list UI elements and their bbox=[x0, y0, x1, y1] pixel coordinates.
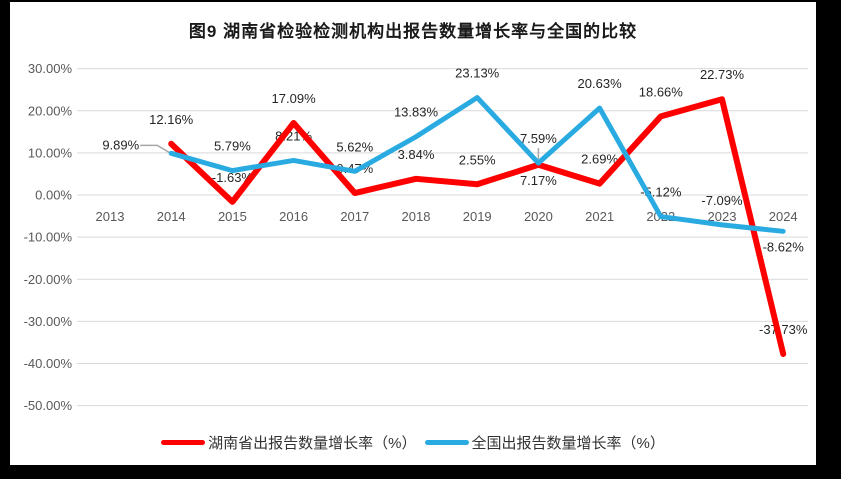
data-label: 7.59% bbox=[520, 131, 557, 146]
x-tick-label: 2020 bbox=[524, 209, 553, 224]
y-tick-label: -30.00% bbox=[24, 314, 73, 329]
legend-line-swatch-icon bbox=[161, 440, 206, 445]
x-tick-label: 2021 bbox=[585, 209, 614, 224]
x-tick-label: 2018 bbox=[402, 209, 431, 224]
data-label: 17.09% bbox=[272, 91, 317, 106]
data-label: 20.63% bbox=[578, 76, 623, 91]
x-tick-label: 2023 bbox=[708, 209, 737, 224]
data-label: 5.62% bbox=[336, 139, 373, 154]
legend-item-0: 湖南省出报告数量增长率（%） bbox=[161, 432, 417, 453]
data-label: 18.66% bbox=[639, 84, 684, 99]
y-tick-label: 10.00% bbox=[28, 145, 73, 160]
legend: 湖南省出报告数量增长率（%） 全国出报告数量增长率（%） bbox=[10, 432, 816, 453]
y-tick-label: 0.00% bbox=[35, 188, 72, 203]
data-label: 5.79% bbox=[214, 139, 251, 154]
label-leader-line bbox=[140, 144, 170, 153]
data-label: 2.55% bbox=[459, 152, 496, 167]
data-label: 3.84% bbox=[398, 147, 435, 162]
chart-title: 图9 湖南省检验检测机构出报告数量增长率与全国的比较 bbox=[188, 22, 638, 41]
legend-label: 全国出报告数量增长率（%） bbox=[471, 435, 665, 452]
y-tick-label: -40.00% bbox=[24, 356, 73, 371]
x-tick-label: 2019 bbox=[463, 209, 492, 224]
chart-canvas: 30.00% 20.00% 10.00% 0.00% -10.00% -20.00% -30… bbox=[24, 61, 808, 413]
legend-label: 湖南省出报告数量增长率（%） bbox=[208, 435, 417, 452]
chart-area: 图9 湖南省检验检测机构出报告数量增长率与全国的比较 30.00% 20.00% 1… bbox=[10, 2, 816, 465]
data-label: -7.09% bbox=[701, 193, 743, 208]
legend-item-1: 全国出报告数量增长率（%） bbox=[424, 432, 665, 453]
x-tick-label: 2014 bbox=[157, 209, 186, 224]
data-label: 9.89% bbox=[102, 137, 139, 152]
data-label: 2.69% bbox=[581, 152, 618, 167]
x-tick-label: 2017 bbox=[340, 209, 369, 224]
data-label: 23.13% bbox=[455, 66, 500, 81]
legend-line-swatch-icon bbox=[424, 440, 469, 445]
data-label: 12.16% bbox=[149, 112, 194, 127]
x-tick-label: 2013 bbox=[96, 209, 125, 224]
data-label: -8.62% bbox=[763, 239, 805, 254]
x-tick-label: 2016 bbox=[279, 209, 308, 224]
series-line-1 bbox=[168, 95, 786, 234]
y-tick-label: -20.00% bbox=[24, 272, 73, 287]
data-label: 13.83% bbox=[394, 105, 439, 120]
y-tick-label: 30.00% bbox=[28, 61, 73, 76]
y-tick-label: 20.00% bbox=[28, 103, 73, 118]
y-tick-label: -10.00% bbox=[24, 230, 73, 245]
data-label: 7.17% bbox=[520, 173, 557, 188]
series-line-0 bbox=[168, 96, 787, 357]
data-label: 22.73% bbox=[700, 67, 745, 82]
x-tick-label: 2024 bbox=[769, 209, 798, 224]
data-label: -37.73% bbox=[759, 322, 808, 337]
x-tick-label: 2015 bbox=[218, 209, 247, 224]
data-label: -1.63% bbox=[212, 170, 254, 185]
y-tick-label: -50.00% bbox=[24, 398, 73, 413]
